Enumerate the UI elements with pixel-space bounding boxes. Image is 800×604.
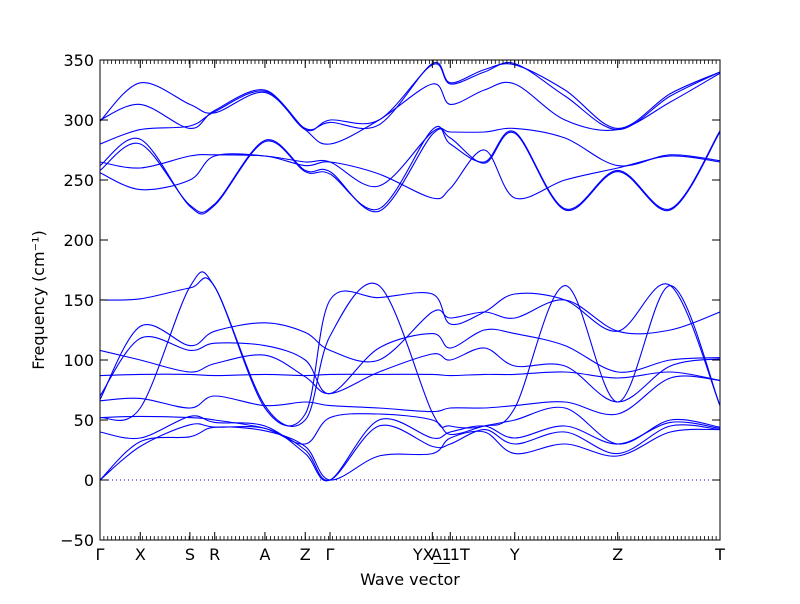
band-line-8 (100, 299, 720, 400)
band-line-5 (100, 371, 720, 381)
kpoint-label: Z (300, 545, 311, 564)
axis-layer: Γ X S R A Z Γ YX_1A_1T Y Z T−500501001502002503003… (60, 51, 725, 565)
band-line-6 (100, 347, 720, 403)
y-axis-label: Frequency (cm⁻¹) (29, 230, 48, 369)
band-line-9 (100, 277, 720, 427)
kpoint-label: YX_1 (412, 545, 452, 565)
plot-frame (99, 59, 721, 541)
kpoint-label: S (185, 545, 195, 564)
y-tick-label: 150 (63, 291, 94, 310)
kpoint-label: Γ (326, 545, 335, 564)
band-line-1 (100, 423, 720, 481)
kpoint-label: Y (509, 545, 520, 564)
band-line-11 (100, 149, 720, 200)
band-line-12 (100, 128, 720, 213)
band-line-7 (100, 328, 720, 397)
y-tick-label: 50 (74, 411, 94, 430)
kpoint-label: Z (612, 545, 623, 564)
band-line-0 (100, 426, 720, 481)
band-line-10 (100, 271, 720, 429)
kpoint-label: A_1T (431, 545, 470, 565)
y-tick-label: 100 (63, 351, 94, 370)
kpoint-label: X (135, 545, 146, 564)
band-line-16 (100, 62, 720, 132)
y-tick-label: 0 (84, 471, 94, 490)
band-line-17 (100, 61, 720, 131)
kpoint-label: A (259, 545, 270, 564)
band-line-3 (100, 406, 720, 445)
band-line-4 (100, 375, 720, 416)
kpoint-label: T (714, 545, 725, 564)
x-axis-label: Wave vector (360, 570, 460, 589)
series-layer (100, 61, 720, 482)
kpoint-label: R (209, 545, 220, 564)
kpoint-label: Γ (96, 545, 105, 564)
band-line-13 (100, 125, 720, 215)
label-layer: Wave vector Frequency (cm⁻¹) (29, 230, 460, 589)
band-line-15 (100, 72, 720, 145)
y-tick-label: 350 (63, 51, 94, 70)
y-tick-label: 200 (63, 231, 94, 250)
y-tick-label: 300 (63, 111, 94, 130)
y-tick-label: −50 (60, 531, 94, 550)
band-line-14 (100, 127, 720, 188)
y-tick-label: 250 (63, 171, 94, 190)
